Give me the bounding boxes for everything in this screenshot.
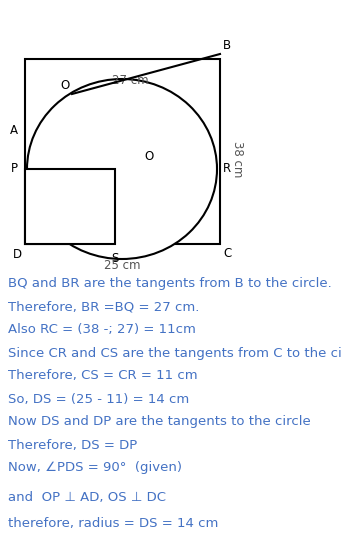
Text: O: O — [61, 79, 70, 92]
Text: P: P — [11, 163, 18, 176]
Text: therefore, radius = DS = 14 cm: therefore, radius = DS = 14 cm — [8, 518, 219, 530]
Text: Therefore, CS = CR = 11 cm: Therefore, CS = CR = 11 cm — [8, 369, 198, 383]
Text: D: D — [13, 248, 22, 261]
Text: Also RC = (38 -; 27) = 11cm: Also RC = (38 -; 27) = 11cm — [8, 323, 196, 337]
Text: 27 cm: 27 cm — [112, 75, 148, 87]
Text: Therefore, BR =BQ = 27 cm.: Therefore, BR =BQ = 27 cm. — [8, 300, 199, 313]
Text: 38 cm: 38 cm — [232, 141, 245, 177]
Bar — [25, 169, 115, 244]
Text: C: C — [223, 247, 231, 260]
Text: B: B — [223, 39, 231, 52]
Text: Therefore, DS = DP: Therefore, DS = DP — [8, 439, 137, 451]
Text: BQ and BR are the tangents from B to the circle.: BQ and BR are the tangents from B to the… — [8, 277, 332, 290]
Text: Since CR and CS are the tangents from C to the circle: Since CR and CS are the tangents from C … — [8, 346, 342, 360]
Text: O: O — [144, 150, 153, 163]
Text: R: R — [223, 163, 231, 176]
Text: 25 cm: 25 cm — [104, 259, 140, 272]
Text: So, DS = (25 - 11) = 14 cm: So, DS = (25 - 11) = 14 cm — [8, 393, 189, 406]
Ellipse shape — [27, 79, 217, 259]
Text: and  OP ⊥ AD, OS ⊥ DC: and OP ⊥ AD, OS ⊥ DC — [8, 490, 166, 503]
Bar — [25, 59, 220, 244]
Text: S: S — [111, 252, 119, 265]
Text: Now DS and DP are the tangents to the circle: Now DS and DP are the tangents to the ci… — [8, 416, 311, 429]
Text: Now, ∠PDS = 90°  (given): Now, ∠PDS = 90° (given) — [8, 462, 182, 474]
Text: A: A — [10, 125, 18, 137]
